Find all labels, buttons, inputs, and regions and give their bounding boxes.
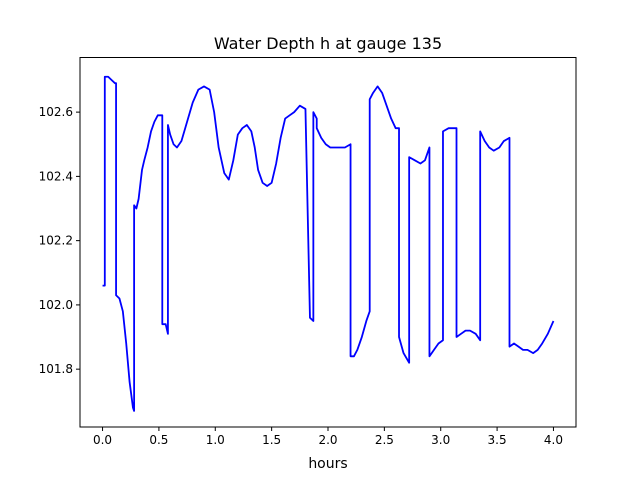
x-tick-label: 2.0 xyxy=(318,433,337,447)
x-tick-label: 0.5 xyxy=(149,433,168,447)
x-tick-label: 1.5 xyxy=(262,433,281,447)
x-tick-label: 3.0 xyxy=(431,433,450,447)
x-tick-label: 2.5 xyxy=(375,433,394,447)
y-tick-label: 102.4 xyxy=(39,169,73,183)
x-tick-label: 4.0 xyxy=(544,433,563,447)
axes-frame xyxy=(79,57,577,428)
plot-area xyxy=(102,75,555,412)
y-tick-label: 101.8 xyxy=(39,362,73,376)
x-axis-label: hours xyxy=(308,456,347,472)
x-tick-label: 0.0 xyxy=(93,433,112,447)
chart-title: Water Depth h at gauge 135 xyxy=(214,34,442,53)
series-line-0 xyxy=(102,75,555,412)
y-tick-label: 102.0 xyxy=(39,298,73,312)
y-tick-label: 102.2 xyxy=(39,234,73,248)
y-axis: 101.8 102.0 102.2 102.4 102.6 xyxy=(39,105,80,376)
y-tick-label: 102.6 xyxy=(39,105,73,119)
x-tick-label: 1.0 xyxy=(206,433,225,447)
x-axis: 0.0 0.5 1.0 1.5 2.0 2.5 3.0 3.5 4.0 xyxy=(93,427,563,447)
x-tick-label: 3.5 xyxy=(488,433,507,447)
